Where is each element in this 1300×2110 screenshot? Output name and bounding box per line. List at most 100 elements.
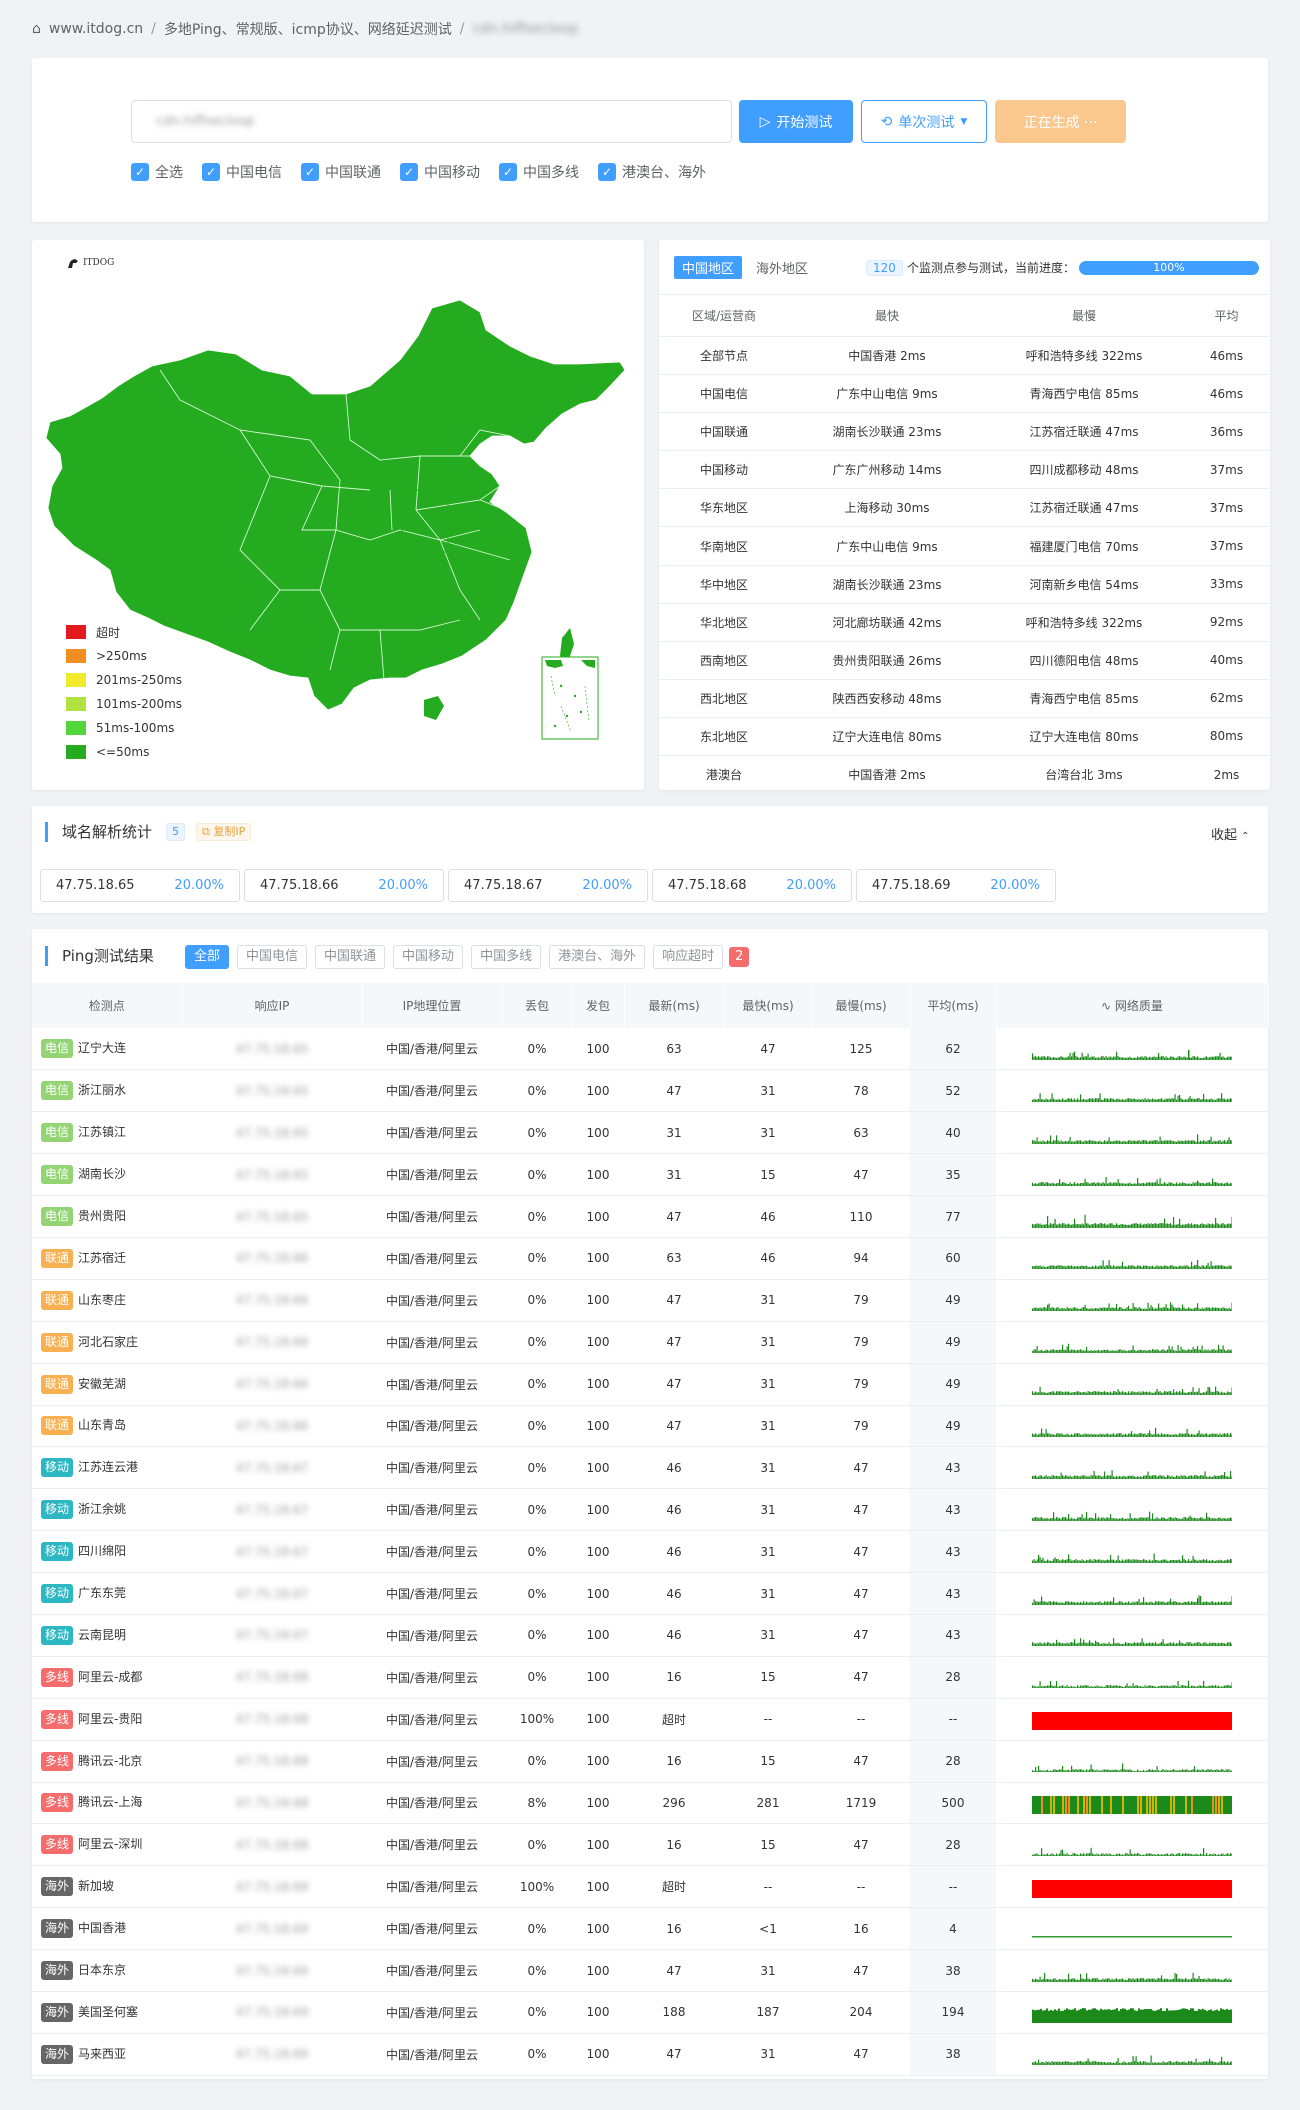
filter-tab-3[interactable]: 中国移动: [393, 945, 464, 969]
breadcrumb-home[interactable]: www.itdog.cn: [48, 21, 144, 37]
packets-sent: 100: [572, 1656, 624, 1699]
node-name: 云南昆明: [78, 1627, 127, 1642]
table-cell: 62ms: [1183, 679, 1270, 718]
checkbox-1[interactable]: ✓ 中国电信: [202, 162, 282, 182]
legend-item: 超时: [66, 620, 182, 644]
table-cell: 46ms: [1183, 374, 1270, 414]
dns-ip-item[interactable]: 47.75.18.68 20.00%: [652, 869, 852, 902]
timeout-count-badge: 2: [729, 947, 750, 967]
packet-loss: 0%: [502, 1446, 572, 1490]
table-cell: 福建厦门电信 70ms: [985, 526, 1183, 566]
average-ms: 38: [910, 2033, 996, 2076]
filter-tab-1[interactable]: 中国电信: [237, 945, 308, 969]
ip-location: 中国/香港/阿里云: [362, 1572, 502, 1615]
node-cell: 联通 江苏宿迁: [32, 1237, 182, 1280]
packet-loss: 0%: [502, 1991, 572, 2034]
dns-ip-item[interactable]: 47.75.18.69 20.00%: [856, 869, 1056, 902]
slowest-ms: 47: [812, 1614, 910, 1657]
packets-sent: 100: [572, 1111, 624, 1155]
packet-loss: 0%: [502, 1153, 572, 1197]
tab-china[interactable]: 中国地区: [674, 256, 743, 279]
home-icon[interactable]: ⌂: [32, 21, 41, 37]
ip-location: 中国/香港/阿里云: [362, 1530, 502, 1574]
slowest-ms: 79: [812, 1279, 910, 1322]
check-icon: ✓: [400, 163, 418, 181]
node-cell: 联通 山东青岛: [32, 1405, 182, 1448]
node-cell: 电信 贵州贵阳: [32, 1195, 182, 1238]
node-name: 江苏宿迁: [78, 1250, 127, 1265]
average-ms: 43: [910, 1614, 996, 1657]
table-row: 华北地区 河北廊坊联通 42ms 呼和浩特多线 322ms 92ms: [659, 603, 1270, 642]
network-quality: [996, 1698, 1268, 1741]
checkbox-0[interactable]: ✓ 全选: [131, 162, 183, 182]
dns-ip-item[interactable]: 47.75.18.66 20.00%: [244, 869, 444, 902]
legend-swatch: [66, 625, 86, 639]
checkbox-4[interactable]: ✓ 中国多线: [499, 162, 579, 182]
node-name: 阿里云-贵阳: [78, 1711, 143, 1726]
packet-loss: 0%: [502, 1949, 572, 1992]
response-ip: 47.75.18.68: [182, 1823, 362, 1867]
slowest-ms: 94: [812, 1237, 910, 1280]
filter-tab-2[interactable]: 中国联通: [315, 945, 386, 969]
dns-ip-item[interactable]: 47.75.18.65 20.00%: [40, 869, 240, 902]
node-cell: 海外 中国香港: [32, 1907, 182, 1951]
ping-filter-tabs: 全部 中国电信 中国联通 中国移动 中国多线 港澳台、海外 响应超时 2: [185, 945, 750, 969]
node-cell: 多线 阿里云-深圳: [32, 1823, 182, 1867]
domain-input[interactable]: cdn.hiffsecloop: [131, 100, 732, 143]
start-test-button[interactable]: ▷ 开始测试: [739, 100, 853, 143]
tab-overseas[interactable]: 海外地区: [756, 262, 809, 277]
breadcrumb-section[interactable]: 多地Ping、常规版、icmp协议、网络延迟测试: [163, 22, 452, 38]
slowest-ms: --: [812, 1865, 910, 1909]
network-quality: [996, 1363, 1268, 1406]
fastest-ms: 47: [724, 1028, 812, 1071]
collapse-button[interactable]: 收起 ⌃: [1211, 828, 1250, 843]
node-name: 腾讯云-上海: [78, 1795, 143, 1810]
table-cell: 33ms: [1183, 565, 1270, 604]
column-header: 区域/运营商: [659, 294, 789, 337]
isp-tag: 海外: [41, 1961, 74, 1981]
slowest-ms: 79: [812, 1405, 910, 1448]
copy-ip-button[interactable]: ⧉ 复制IP: [196, 823, 252, 841]
response-ip: 47.75.18.65: [182, 1195, 362, 1238]
dns-ip-item[interactable]: 47.75.18.67 20.00%: [448, 869, 648, 902]
packets-sent: 100: [572, 1530, 624, 1574]
node-count-badge: 120: [866, 259, 903, 276]
network-quality-chart: [1032, 1427, 1232, 1437]
slowest-ms: 47: [812, 1446, 910, 1490]
node-name: 日本东京: [78, 1963, 127, 1978]
pulse-icon: ∿: [1101, 999, 1115, 1013]
packets-sent: 100: [572, 1321, 624, 1364]
latest-ms: 188: [624, 1991, 724, 2034]
table-cell: 中国香港 2ms: [789, 755, 985, 795]
filter-tab-6[interactable]: 响应超时: [653, 945, 724, 969]
checkbox-5[interactable]: ✓ 港澳台、海外: [598, 162, 706, 182]
filter-tab-0[interactable]: 全部: [185, 945, 230, 969]
network-quality-chart: [1032, 1594, 1232, 1605]
packet-loss: 0%: [502, 1656, 572, 1699]
table-row: 海外 马来西亚 47.75.18.69 中国/香港/阿里云 0% 100 47 31 47 38: [32, 2033, 1268, 2076]
filter-tab-5[interactable]: 港澳台、海外: [549, 945, 646, 969]
response-ip: 47.75.18.67: [182, 1614, 362, 1657]
table-row: 移动 四川绵阳 47.75.18.67 中国/香港/阿里云 0% 100 46 31 47 43: [32, 1530, 1268, 1574]
ip-location: 中国/香港/阿里云: [362, 1907, 502, 1951]
average-ms: 28: [910, 1740, 996, 1783]
single-test-button[interactable]: ⟲ 单次测试 ▼: [861, 100, 987, 143]
filter-tab-4[interactable]: 中国多线: [471, 945, 542, 969]
checkbox-3[interactable]: ✓ 中国移动: [400, 162, 480, 182]
node-cell: 电信 浙江丽水: [32, 1069, 182, 1113]
table-cell: 36ms: [1183, 412, 1270, 452]
slowest-ms: 47: [812, 1488, 910, 1532]
average-ms: 52: [910, 1069, 996, 1113]
ping-title: Ping测试结果: [45, 946, 154, 966]
column-header: 最快: [789, 294, 985, 337]
table-cell: 广东广州移动 14ms: [789, 450, 985, 490]
slowest-ms: 47: [812, 1740, 910, 1783]
south-sea-inset: [541, 656, 599, 740]
packets-sent: 100: [572, 1572, 624, 1615]
packet-loss: 0%: [502, 1069, 572, 1113]
generating-button[interactable]: 正在生成 ···: [995, 100, 1126, 143]
ip-location: 中国/香港/阿里云: [362, 1740, 502, 1783]
column-header: 最慢: [985, 294, 1183, 337]
response-ip: 47.75.18.65: [182, 1111, 362, 1155]
checkbox-2[interactable]: ✓ 中国联通: [301, 162, 381, 182]
